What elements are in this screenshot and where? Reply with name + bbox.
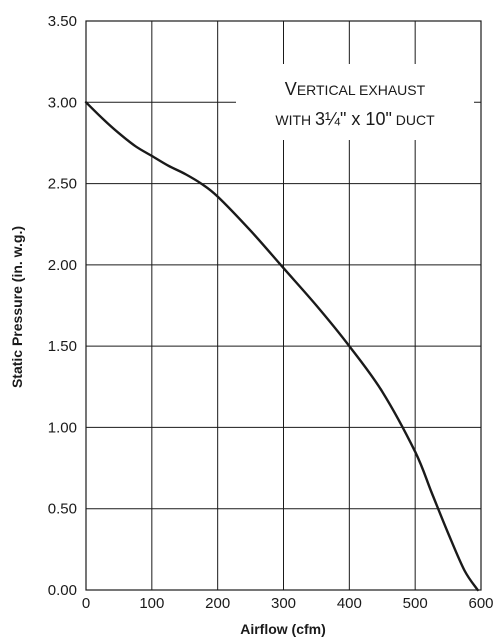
x-tick-label: 600 bbox=[468, 595, 493, 612]
annotation-line-2-dims: 3¼" x 10" bbox=[315, 109, 392, 129]
x-tick-label: 500 bbox=[403, 595, 428, 612]
y-tick-label: 2.50 bbox=[48, 176, 77, 193]
y-tick-label: 0.00 bbox=[48, 582, 77, 599]
series-line bbox=[84, 101, 479, 592]
y-tick-label: 3.50 bbox=[48, 13, 77, 30]
annotation-line-2-pre: WITH bbox=[275, 112, 315, 128]
x-tick-label: 300 bbox=[271, 595, 296, 612]
y-tick-label: 0.50 bbox=[48, 501, 77, 518]
y-tick-label: 3.00 bbox=[48, 94, 77, 111]
y-tick-labels: 0.00 0.50 1.00 1.50 2.00 2.50 3.00 3.50 bbox=[48, 13, 77, 599]
plot-frame bbox=[85, 20, 482, 591]
x-tick-label: 0 bbox=[82, 595, 90, 612]
x-tick-labels: 0 100 200 300 400 500 600 bbox=[82, 595, 494, 612]
x-tick-label: 100 bbox=[139, 595, 164, 612]
annotation-line-2-post: DUCT bbox=[392, 112, 435, 128]
annotation-line-1: VERTICAL EXHAUST bbox=[285, 79, 426, 99]
annotation-line-1-rest: ERTICAL EXHAUST bbox=[297, 82, 426, 98]
y-tick-label: 2.00 bbox=[48, 257, 77, 274]
plot-border bbox=[85, 20, 482, 591]
y-tick-label: 1.50 bbox=[48, 338, 77, 355]
annotation-line-1-cap: V bbox=[285, 79, 297, 99]
x-tick-label: 400 bbox=[337, 595, 362, 612]
annotation-line-2: WITH 3¼" x 10" DUCT bbox=[275, 109, 435, 129]
annotation-box: VERTICAL EXHAUST WITH 3¼" x 10" DUCT bbox=[236, 64, 474, 140]
x-axis-title: Airflow (cfm) bbox=[240, 621, 326, 637]
x-tick-label: 200 bbox=[205, 595, 230, 612]
y-axis-title: Static Pressure (in. w.g.) bbox=[9, 226, 25, 388]
y-tick-label: 1.00 bbox=[48, 419, 77, 436]
annotation-background bbox=[236, 64, 474, 140]
